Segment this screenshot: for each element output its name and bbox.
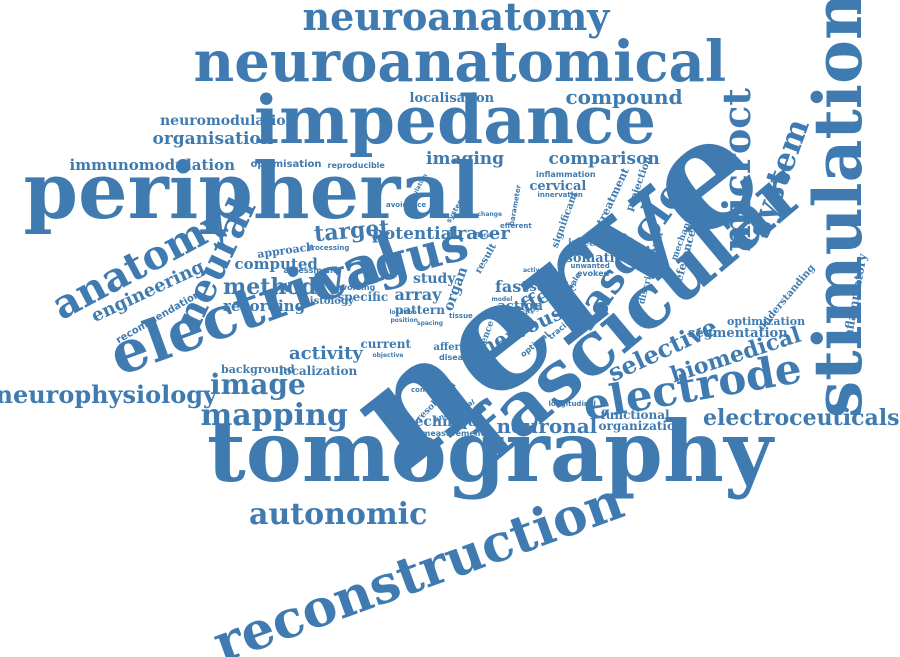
word-image: image	[210, 368, 306, 401]
word-innervation: innervation	[537, 190, 583, 199]
word-cervical: cervical	[529, 178, 587, 194]
word-functional: functional	[600, 408, 670, 422]
word-change: change	[477, 211, 503, 218]
word-array: array	[394, 285, 442, 304]
word-peripheral: peripheral	[23, 146, 481, 237]
word-inflammation: inflammation	[536, 170, 596, 179]
word-pattern: pattern	[395, 303, 445, 317]
word-segmentation: segmentation	[688, 325, 788, 341]
word-study: study	[413, 271, 456, 287]
word-tracer: tracer	[448, 223, 510, 244]
word-location: location	[389, 309, 417, 316]
word-specific: specific	[337, 290, 389, 304]
word-longitudinal: longitudinal	[548, 399, 596, 408]
word-neurophysiology: neurophysiology	[0, 380, 217, 409]
word-technique: technique	[408, 414, 487, 430]
word-localisation: localisation	[409, 90, 495, 106]
word-organization: organization	[598, 419, 684, 433]
word-avoiding: avoiding	[336, 283, 376, 292]
word-fast: fast	[495, 277, 529, 296]
word-impedance: impedance	[254, 81, 657, 159]
word-position: position	[390, 317, 418, 324]
word-afferent: afferent	[433, 342, 479, 353]
word-conclusion: conclusion	[411, 385, 453, 394]
word-evoked: evoked	[577, 269, 610, 278]
word-disease: disease	[439, 353, 474, 362]
word-localization: localization	[279, 364, 358, 378]
word-immunomodulation: immunomodulation	[69, 155, 235, 174]
word-assessment: assessment	[283, 266, 337, 275]
word-tissue: tissue	[449, 311, 473, 320]
word-sciatic: sciatic	[529, 279, 577, 295]
word-electroceuticals: electroceuticals	[703, 405, 900, 431]
word-activation: activation	[523, 267, 557, 274]
word-measurement: measurement	[422, 429, 485, 438]
word-method: method	[223, 274, 317, 300]
word-optimisation: optimisation	[250, 159, 322, 170]
word-processing: processing	[306, 243, 350, 252]
word-unwanted: unwanted	[570, 261, 610, 270]
word-compound: compound	[565, 85, 683, 109]
word-organisation: organisation	[152, 128, 274, 149]
word-neuromodulation: neuromodulation	[160, 113, 296, 129]
word-computed: computed	[234, 254, 318, 273]
word-neuroanatomy: neuroanatomy	[302, 0, 610, 39]
word-objective: objective	[372, 352, 404, 359]
word-model: model	[491, 296, 513, 303]
word-neuroanatomical: neuroanatomical	[193, 29, 727, 95]
word-reproducible: reproducible	[327, 161, 385, 170]
word-potential: potential	[372, 223, 459, 244]
word-histology: histology	[302, 296, 354, 307]
word-avoidance: avoidance	[386, 200, 427, 209]
word-neuronal: neuronal	[496, 414, 598, 438]
word-current: current	[360, 337, 412, 351]
word-mapping: mapping	[200, 398, 348, 433]
word-action: action	[497, 298, 543, 314]
word-optimization: optimization	[727, 314, 806, 328]
word-efferent: efferent	[500, 221, 532, 230]
word-fibre: fibre	[475, 232, 491, 239]
word-tomography: tomography	[207, 402, 773, 501]
word-background: background	[221, 362, 295, 376]
word-power: power	[501, 317, 527, 326]
word-recording: recording	[223, 296, 306, 315]
word-activity: activity	[289, 343, 363, 364]
word-autonomic: autonomic	[249, 497, 428, 532]
word-comparison: comparison	[548, 148, 660, 169]
word-injection: injection	[568, 238, 618, 249]
word-somatic: somatic	[565, 250, 623, 266]
word-spacing: spacing	[417, 320, 444, 327]
word-imaging: imaging	[426, 148, 505, 169]
